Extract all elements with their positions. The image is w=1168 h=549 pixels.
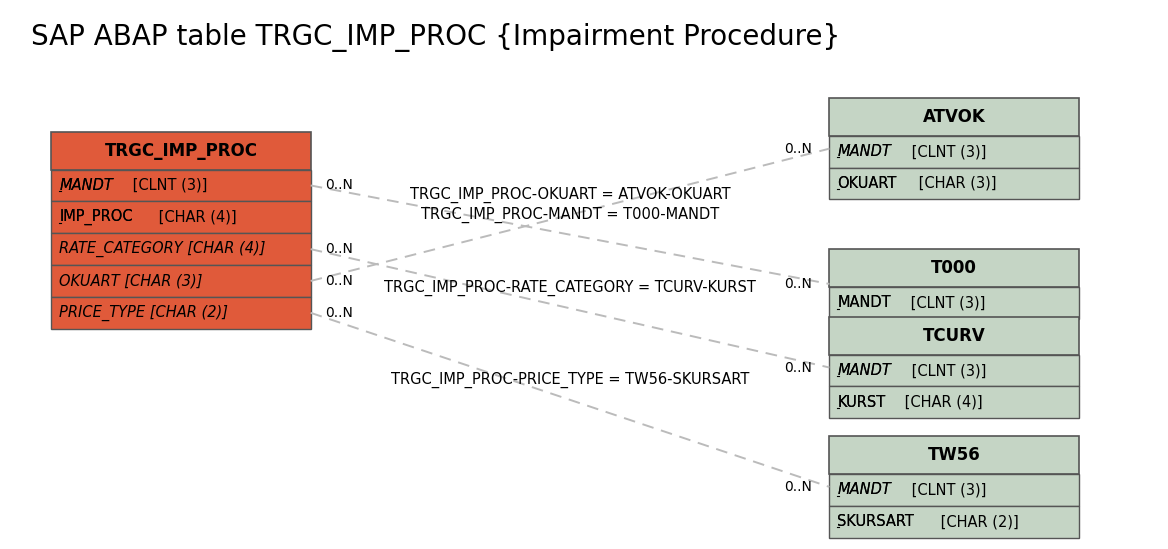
Text: ATVOK: ATVOK: [923, 108, 986, 126]
FancyBboxPatch shape: [51, 233, 311, 265]
Text: TCURV: TCURV: [923, 327, 986, 345]
Text: MANDT: MANDT: [60, 178, 113, 193]
Text: 0..N: 0..N: [785, 277, 813, 291]
Text: SAP ABAP table TRGC_IMP_PROC {Impairment Procedure}: SAP ABAP table TRGC_IMP_PROC {Impairment…: [32, 23, 841, 52]
Text: [CLNT (3)]: [CLNT (3)]: [906, 295, 986, 310]
FancyBboxPatch shape: [51, 132, 311, 170]
Text: TW56: TW56: [927, 446, 980, 464]
Text: KURST: KURST: [837, 395, 885, 410]
FancyBboxPatch shape: [829, 317, 1079, 355]
FancyBboxPatch shape: [829, 136, 1079, 167]
Text: [CLNT (3)]: [CLNT (3)]: [906, 363, 986, 378]
FancyBboxPatch shape: [829, 287, 1079, 319]
Text: MANDT: MANDT: [837, 144, 891, 159]
Text: MANDT: MANDT: [837, 295, 891, 310]
Text: SKURSART: SKURSART: [837, 514, 915, 529]
Text: PRICE_TYPE [CHAR (2)]: PRICE_TYPE [CHAR (2)]: [60, 305, 228, 321]
FancyBboxPatch shape: [829, 249, 1079, 287]
FancyBboxPatch shape: [829, 167, 1079, 199]
FancyBboxPatch shape: [829, 474, 1079, 506]
Text: IMP_PROC: IMP_PROC: [60, 209, 133, 226]
Text: MANDT: MANDT: [837, 144, 891, 159]
Text: MANDT: MANDT: [837, 363, 891, 378]
Text: [CHAR (4)]: [CHAR (4)]: [154, 210, 237, 225]
Text: RATE_CATEGORY [CHAR (4)]: RATE_CATEGORY [CHAR (4)]: [60, 241, 266, 257]
Text: IMP_PROC: IMP_PROC: [60, 209, 133, 226]
Text: [CLNT (3)]: [CLNT (3)]: [906, 483, 986, 497]
Text: KURST: KURST: [837, 395, 885, 410]
Text: TRGC_IMP_PROC-MANDT = T000-MANDT: TRGC_IMP_PROC-MANDT = T000-MANDT: [420, 206, 719, 223]
Text: 0..N: 0..N: [326, 242, 354, 256]
Text: [CHAR (4)]: [CHAR (4)]: [899, 395, 982, 410]
FancyBboxPatch shape: [829, 506, 1079, 537]
Text: MANDT: MANDT: [837, 363, 891, 378]
Text: T000: T000: [931, 259, 978, 277]
Text: [CLNT (3)]: [CLNT (3)]: [906, 144, 986, 159]
FancyBboxPatch shape: [829, 436, 1079, 474]
Text: MANDT: MANDT: [837, 483, 891, 497]
Text: TRGC_IMP_PROC-RATE_CATEGORY = TCURV-KURST: TRGC_IMP_PROC-RATE_CATEGORY = TCURV-KURS…: [384, 280, 756, 296]
Text: [CHAR (2)]: [CHAR (2)]: [937, 514, 1020, 529]
FancyBboxPatch shape: [829, 386, 1079, 418]
Text: TRGC_IMP_PROC: TRGC_IMP_PROC: [104, 142, 257, 160]
FancyBboxPatch shape: [51, 201, 311, 233]
Text: 0..N: 0..N: [326, 178, 354, 193]
Text: MANDT: MANDT: [60, 178, 113, 193]
Text: OKUART: OKUART: [837, 176, 897, 191]
Text: [CHAR (3)]: [CHAR (3)]: [913, 176, 996, 191]
FancyBboxPatch shape: [829, 98, 1079, 136]
FancyBboxPatch shape: [51, 297, 311, 329]
Text: 0..N: 0..N: [326, 274, 354, 288]
Text: OKUART: OKUART: [837, 176, 897, 191]
Text: SKURSART: SKURSART: [837, 514, 915, 529]
Text: 0..N: 0..N: [326, 306, 354, 320]
Text: 0..N: 0..N: [785, 361, 813, 374]
Text: MANDT: MANDT: [837, 295, 891, 310]
Text: 0..N: 0..N: [785, 142, 813, 155]
Text: 0..N: 0..N: [785, 480, 813, 494]
Text: TRGC_IMP_PROC-OKUART = ATVOK-OKUART: TRGC_IMP_PROC-OKUART = ATVOK-OKUART: [410, 187, 730, 203]
FancyBboxPatch shape: [829, 355, 1079, 386]
Text: TRGC_IMP_PROC-PRICE_TYPE = TW56-SKURSART: TRGC_IMP_PROC-PRICE_TYPE = TW56-SKURSART: [391, 372, 749, 388]
FancyBboxPatch shape: [51, 170, 311, 201]
Text: [CLNT (3)]: [CLNT (3)]: [128, 178, 208, 193]
Text: MANDT: MANDT: [837, 483, 891, 497]
Text: OKUART [CHAR (3)]: OKUART [CHAR (3)]: [60, 273, 203, 288]
FancyBboxPatch shape: [51, 265, 311, 297]
